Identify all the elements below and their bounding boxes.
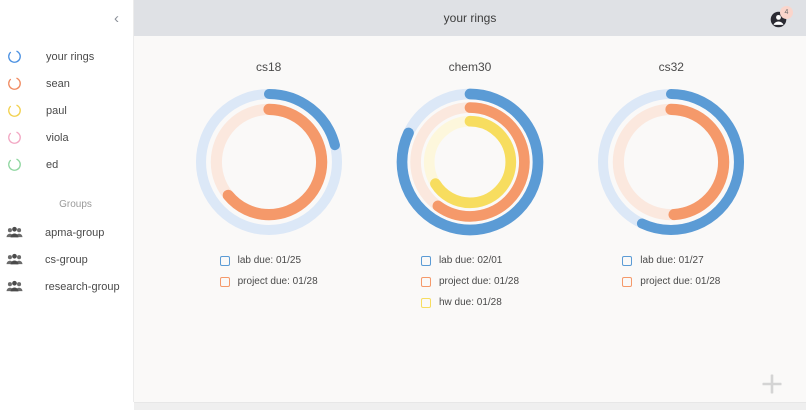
sidebar-group-research-group[interactable]: research-group bbox=[0, 273, 133, 300]
sidebar-item-ed[interactable]: ed bbox=[0, 151, 133, 178]
task-item[interactable]: lab due: 01/27 bbox=[622, 255, 704, 266]
ring-card-title: chem30 bbox=[448, 60, 492, 74]
chevron-left-icon[interactable]: ‹ bbox=[114, 9, 119, 27]
task-item[interactable]: hw due: 01/28 bbox=[420, 297, 502, 308]
sidebar-groups: apma-group cs-group research-group bbox=[0, 219, 133, 300]
sidebar-group-label: research-group bbox=[45, 280, 120, 293]
ring-progress-hw[interactable] bbox=[423, 115, 517, 209]
sidebar-item-label: viola bbox=[46, 131, 69, 144]
task-item[interactable]: lab due: 02/01 bbox=[420, 255, 503, 266]
task-label: lab due: 01/27 bbox=[640, 255, 704, 266]
main-area: your rings 4 cs18 lab due: 01/25 project d… bbox=[134, 0, 806, 410]
plus-icon bbox=[762, 374, 782, 394]
task-label: project due: 01/28 bbox=[640, 276, 721, 287]
task-list: lab due: 01/27 project due: 01/28 bbox=[622, 255, 720, 287]
sidebar-group-label: apma-group bbox=[45, 226, 105, 239]
ring-card-title: cs18 bbox=[255, 60, 282, 74]
page-title: your rings bbox=[443, 11, 497, 25]
ring-progress-lab[interactable] bbox=[195, 88, 342, 236]
sidebar-item-your-rings[interactable]: your rings bbox=[0, 43, 133, 70]
task-label: project due: 01/28 bbox=[237, 276, 318, 287]
task-list: lab due: 01/25 project due: 01/28 bbox=[219, 255, 318, 287]
ring-icon bbox=[8, 131, 21, 144]
ring-progress-project[interactable] bbox=[613, 103, 730, 221]
progress-rings bbox=[396, 88, 544, 236]
task-item[interactable]: project due: 01/28 bbox=[420, 276, 520, 287]
sidebar-item-label: sean bbox=[46, 77, 70, 90]
notification-badge: 4 bbox=[780, 6, 793, 19]
ring-icon bbox=[8, 77, 21, 90]
task-checkbox[interactable] bbox=[420, 276, 431, 287]
sidebar-nav: your rings sean paul viola ed bbox=[0, 36, 133, 178]
ring-icon bbox=[8, 158, 21, 171]
task-item[interactable]: project due: 01/28 bbox=[622, 276, 720, 287]
ring-progress-lab[interactable] bbox=[598, 88, 745, 236]
sidebar-item-sean[interactable]: sean bbox=[0, 70, 133, 97]
account-button[interactable]: 4 bbox=[770, 6, 793, 29]
add-ring-button[interactable] bbox=[758, 370, 786, 398]
ring-progress-project[interactable] bbox=[410, 102, 530, 222]
sidebar-group-cs-group[interactable]: cs-group bbox=[0, 246, 133, 273]
progress-rings bbox=[598, 88, 745, 236]
ring-card-title: cs32 bbox=[658, 60, 684, 74]
sidebar-item-label: your rings bbox=[46, 50, 95, 63]
task-item[interactable]: project due: 01/28 bbox=[219, 276, 318, 287]
progress-rings bbox=[195, 88, 342, 236]
task-label: lab due: 01/25 bbox=[237, 255, 302, 266]
ring-progress-project[interactable] bbox=[210, 103, 327, 221]
sidebar-item-paul[interactable]: paul bbox=[0, 97, 133, 124]
task-item[interactable]: lab due: 01/25 bbox=[219, 255, 302, 266]
task-label: hw due: 01/28 bbox=[438, 297, 502, 308]
ring-icon bbox=[8, 50, 21, 63]
ring-card: chem30 lab due: 02/01 project due: 01/28 hw… bbox=[370, 60, 570, 308]
task-checkbox[interactable] bbox=[219, 276, 230, 287]
ring-icon bbox=[8, 104, 21, 117]
task-checkbox[interactable] bbox=[219, 255, 230, 266]
sidebar-bottom-filler bbox=[0, 402, 134, 410]
task-list: lab due: 02/01 project due: 01/28 hw due: … bbox=[420, 255, 520, 308]
sidebar-group-label: cs-group bbox=[45, 253, 88, 266]
task-checkbox[interactable] bbox=[622, 255, 633, 266]
people-icon bbox=[6, 280, 23, 292]
sidebar: ‹ your rings sean paul viola ed Groups apma-… bbox=[0, 0, 134, 410]
ring-card: cs18 lab due: 01/25 project due: 01/28 bbox=[169, 60, 369, 287]
task-checkbox[interactable] bbox=[622, 276, 633, 287]
sidebar-group-apma-group[interactable]: apma-group bbox=[0, 219, 133, 246]
rings-board: cs18 lab due: 01/25 project due: 01/28 chem… bbox=[134, 36, 806, 410]
sidebar-item-label: ed bbox=[46, 158, 59, 171]
ring-progress-lab[interactable] bbox=[396, 88, 544, 236]
task-label: project due: 01/28 bbox=[438, 276, 520, 287]
people-icon bbox=[6, 253, 23, 265]
sidebar-header: ‹ bbox=[0, 0, 133, 36]
top-bar: your rings 4 bbox=[134, 0, 806, 36]
sidebar-item-label: paul bbox=[46, 104, 67, 117]
people-icon bbox=[6, 226, 23, 238]
sidebar-item-viola[interactable]: viola bbox=[0, 124, 133, 151]
task-checkbox[interactable] bbox=[420, 255, 431, 266]
bottom-strip bbox=[134, 402, 806, 410]
task-label: lab due: 02/01 bbox=[438, 255, 503, 266]
ring-card: cs32 lab due: 01/27 project due: 01/28 bbox=[571, 60, 771, 287]
groups-section-label: Groups bbox=[59, 199, 92, 210]
task-checkbox[interactable] bbox=[420, 297, 431, 308]
